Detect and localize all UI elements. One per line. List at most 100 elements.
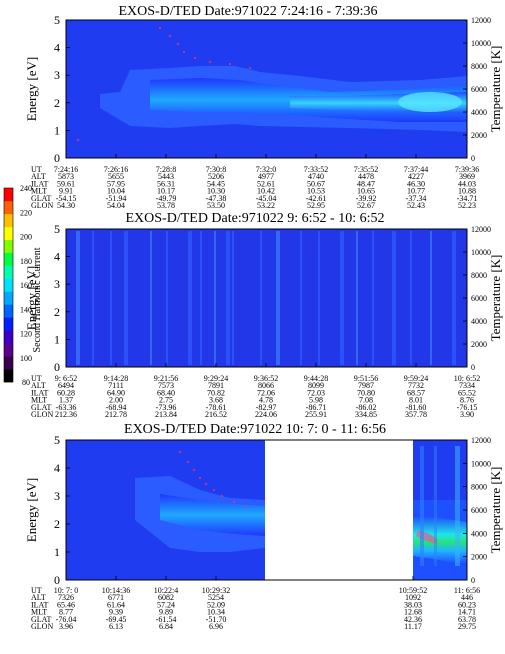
panel-2-stripes bbox=[76, 231, 456, 365]
table-row-label: ILAT bbox=[31, 388, 48, 397]
panel-1-ylabel: Energy [eV] bbox=[24, 57, 39, 121]
colorbar-tick-label: 120 bbox=[20, 330, 32, 339]
panel-2-stripe bbox=[200, 231, 202, 365]
table-cell: 63.78 bbox=[458, 615, 476, 624]
ytick-right-label: 0 bbox=[471, 363, 475, 372]
table-row-label: GLAT bbox=[31, 615, 52, 624]
table-cell: 10:59:52 bbox=[399, 586, 427, 595]
table-cell: 10.04 bbox=[107, 187, 125, 196]
ytick-label: 4 bbox=[54, 41, 60, 55]
ytick-right-label: 12000 bbox=[471, 436, 491, 445]
ytick-right-label: 2000 bbox=[471, 340, 487, 349]
panel-1: EXOS-D/TED Date:971022 7:24:16 - 7:39:36… bbox=[24, 4, 503, 210]
table-cell: 10: 7: 0 bbox=[54, 586, 78, 595]
temperature-dot bbox=[209, 61, 211, 63]
table-cell: 46.30 bbox=[407, 179, 425, 188]
table-cell: -82.97 bbox=[256, 403, 277, 412]
panel-2-yticks-right: 0 2000 4000 6000 8000 10000 12000 bbox=[463, 225, 491, 372]
ytick-label: 1 bbox=[54, 332, 60, 346]
table-cell: 54.45 bbox=[207, 179, 225, 188]
table-row-label: GLAT bbox=[31, 403, 52, 412]
table-cell: 213.84 bbox=[155, 410, 177, 419]
table-cell: 9:44:28 bbox=[304, 374, 328, 383]
table-row-label: ILAT bbox=[31, 179, 48, 188]
table-cell: 4.78 bbox=[259, 396, 273, 405]
table-cell: 7573 bbox=[158, 381, 174, 390]
panel-2-stripe bbox=[166, 231, 168, 365]
panel-1-temperature-dots bbox=[77, 27, 251, 141]
panel-2-plot-bg bbox=[66, 229, 467, 367]
temperature-dot bbox=[193, 469, 195, 471]
colorbar-tick-label: 80 bbox=[22, 378, 30, 387]
table-cell: 6.13 bbox=[109, 622, 123, 631]
colorbar-tick-label: 100 bbox=[20, 354, 32, 363]
colorbar-tick-label: 140 bbox=[20, 305, 32, 314]
table-row-label: MLT bbox=[31, 608, 47, 617]
table-cell: 52.09 bbox=[207, 600, 225, 609]
table-cell: 6.96 bbox=[209, 622, 223, 631]
table-cell: -47.38 bbox=[206, 194, 227, 203]
table-cell: 9:51:56 bbox=[354, 374, 378, 383]
temperature-dot bbox=[183, 51, 185, 53]
table-cell: 52.95 bbox=[307, 201, 325, 210]
table-row-label: ILAT bbox=[31, 600, 48, 609]
table-cell: 29.75 bbox=[458, 622, 476, 631]
colorbar: 80 100 120 140 160 180 200 220 240 Second Harmon… bbox=[3, 184, 43, 387]
colorbar-cells bbox=[4, 188, 13, 383]
panel-2-stripe bbox=[300, 231, 302, 365]
table-cell: 7732 bbox=[408, 381, 424, 390]
table-row-label: GLON bbox=[31, 622, 53, 631]
ytick-label: 5 bbox=[54, 13, 60, 27]
panel-2-stripe bbox=[214, 231, 216, 365]
table-cell: 10.34 bbox=[207, 608, 225, 617]
panel-2-stripe bbox=[410, 231, 412, 365]
table-cell: 10.88 bbox=[458, 187, 476, 196]
table-cell: 60.28 bbox=[57, 388, 75, 397]
table-cell: 5254 bbox=[208, 593, 224, 602]
ytick-label: 3 bbox=[54, 489, 60, 503]
panel-1-yticks: 0 1 2 3 4 5 bbox=[54, 13, 468, 165]
ytick-label: 5 bbox=[54, 433, 60, 447]
table-cell: 70.82 bbox=[207, 388, 225, 397]
ytick-right-label: 0 bbox=[471, 576, 475, 585]
ytick-right-label: 6000 bbox=[471, 506, 487, 515]
table-cell: 8.01 bbox=[409, 396, 423, 405]
table-row-label: UT bbox=[31, 374, 42, 383]
table-cell: -37.34 bbox=[406, 194, 427, 203]
panel-1-band-peak bbox=[398, 92, 462, 112]
table-cell: 38.03 bbox=[404, 600, 422, 609]
table-cell: -54.15 bbox=[56, 194, 77, 203]
ytick-label: 3 bbox=[54, 277, 60, 291]
table-cell: 9:21:56 bbox=[154, 374, 178, 383]
table-cell: 10.77 bbox=[407, 187, 425, 196]
panel-2-stripe bbox=[260, 231, 262, 365]
table-cell: -86.02 bbox=[356, 403, 377, 412]
table-cell: 446 bbox=[461, 593, 473, 602]
panel-2-stripe bbox=[340, 231, 344, 365]
temperature-dot bbox=[169, 35, 171, 37]
ytick-label: 2 bbox=[54, 305, 60, 319]
table-cell: 10.65 bbox=[357, 187, 375, 196]
ytick-right-label: 12000 bbox=[471, 225, 491, 234]
panel-3-temperature-dots bbox=[179, 451, 247, 507]
table-cell: 1092 bbox=[405, 593, 421, 602]
table-row-label: UT bbox=[31, 586, 42, 595]
table-cell: 3.96 bbox=[59, 622, 73, 631]
temperature-dot bbox=[194, 57, 196, 59]
table-cell: 5655 bbox=[108, 172, 124, 181]
table-cell: 10:14:36 bbox=[102, 586, 130, 595]
table-cell: -63.36 bbox=[56, 403, 77, 412]
table-cell: 212.78 bbox=[105, 410, 127, 419]
temperature-dot bbox=[199, 477, 201, 479]
temperature-dot bbox=[213, 489, 215, 491]
table-cell: 8066 bbox=[258, 381, 274, 390]
table-row-label: MLT bbox=[31, 396, 47, 405]
table-cell: -69.45 bbox=[106, 615, 127, 624]
table-cell: 65.46 bbox=[57, 600, 75, 609]
panel-1-band bbox=[100, 66, 467, 132]
table-cell: 3969 bbox=[459, 172, 475, 181]
table-row-label: UT bbox=[31, 165, 42, 174]
